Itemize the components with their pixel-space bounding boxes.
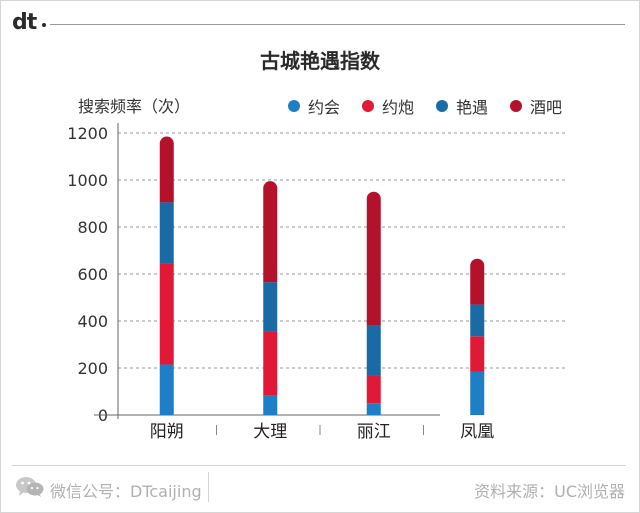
bar-segment (159, 263, 174, 365)
y-tick-label: 200 (77, 359, 108, 378)
y-tick-label: 1200 (67, 124, 108, 143)
bar-segment (470, 304, 485, 337)
logo-dot (42, 23, 46, 27)
chart-title: 古城艳遇指数 (260, 49, 380, 73)
x-tick-label: 丽江 (357, 422, 391, 442)
bar-segment (159, 202, 174, 264)
bar-segment (366, 325, 381, 376)
x-tick-label: 大理 (253, 422, 287, 442)
legend: 约会 约炮 艳遇 酒吧 (288, 94, 562, 118)
footer-source: 资料来源：UC浏览器 (474, 482, 625, 501)
bar-segment (366, 403, 381, 415)
legend-marker (288, 100, 300, 112)
legend-item: 酒吧 (510, 94, 562, 118)
footer-rule (12, 465, 626, 466)
footer-separator (208, 472, 209, 502)
bar-segment (263, 282, 278, 332)
legend-marker (510, 100, 523, 112)
legend-item: 约会 (288, 94, 340, 118)
legend-label: 酒吧 (530, 98, 563, 117)
legend-item: 约炮 (362, 94, 414, 118)
bar-segment (159, 364, 174, 415)
y-axis-label: 搜索频率（次） (78, 97, 191, 116)
legend-marker (436, 100, 449, 112)
legend-label: 艳遇 (456, 98, 489, 117)
bar-segment (470, 258, 485, 305)
bar-segment (263, 331, 278, 396)
y-tick-label: 600 (77, 265, 108, 284)
wechat-icon (16, 477, 44, 497)
bar-segment (366, 191, 381, 326)
bar-segment (470, 371, 485, 415)
y-tick-label: 800 (77, 218, 108, 237)
bar-segment (470, 336, 485, 372)
bar-segment (263, 181, 278, 283)
bar-segment (159, 136, 174, 203)
legend-item: 艳遇 (436, 94, 488, 118)
header-rule (50, 24, 625, 25)
bar-segment (366, 375, 381, 404)
legend-label: 约会 (308, 98, 341, 117)
x-tick-label: 凤凰 (460, 422, 494, 442)
y-tick-label: 400 (77, 312, 108, 331)
bar-segment (263, 395, 278, 415)
x-tick-label: 阳朔 (150, 422, 184, 442)
y-tick-label: 1000 (67, 171, 108, 190)
legend-marker (362, 100, 375, 112)
footer-wechat-account: 微信公号：DTcaijing (50, 482, 202, 501)
dt-logo: dt (12, 10, 37, 35)
legend-label: 约炮 (382, 98, 415, 117)
